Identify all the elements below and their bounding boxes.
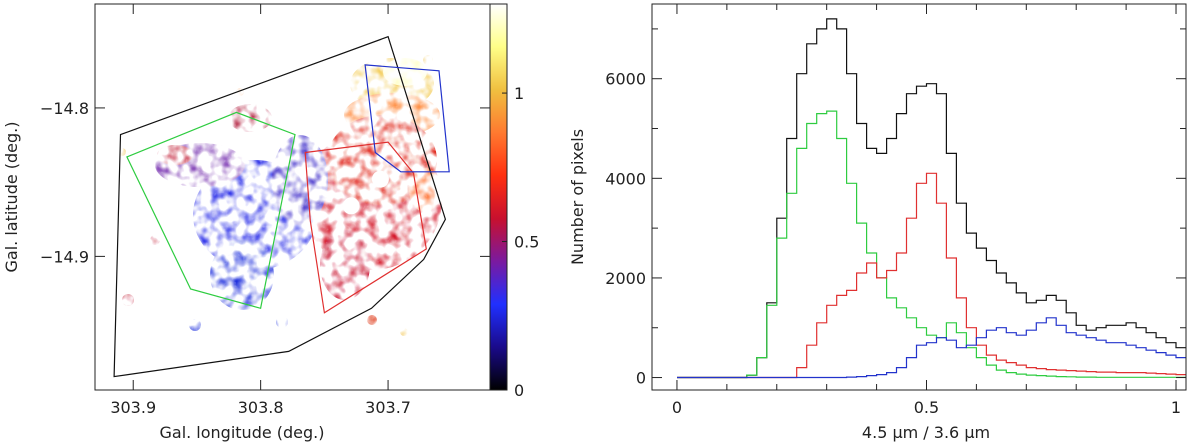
masked-sources (342, 170, 389, 215)
histogram-x-tick-label: 1 (1171, 398, 1181, 417)
map-y-ticks: −14.8 −14.9 (40, 99, 490, 266)
map-x-tick-label: 303.9 (110, 398, 156, 417)
region-outline-1 (126, 111, 296, 310)
map-x-tick-label: 303.7 (365, 398, 411, 417)
histogram-series-1 (677, 110, 1186, 379)
region-outline-3 (364, 64, 450, 173)
histogram-x-axis-label: 4.5 μm / 3.6 μm (862, 423, 990, 442)
colorbar-tick-label: 0.5 (514, 233, 539, 252)
map-y-axis-label: Gal. latitude (deg.) (2, 121, 21, 272)
histogram-series-3 (677, 317, 1186, 379)
histogram-frame (651, 3, 1187, 391)
histogram-x-tick-label: 0 (672, 398, 682, 417)
map-x-tick-label: 303.8 (238, 398, 284, 417)
histogram-y-axis-label: Number of pixels (568, 129, 587, 265)
histogram-series-2 (677, 172, 1186, 379)
map-x-ticks: 303.9 303.8 303.7 (110, 4, 411, 417)
histogram-series (677, 18, 1186, 379)
colorbar-ticks: 00.51 (502, 84, 539, 400)
region-outlines (113, 35, 450, 378)
map-y-tick-label: −14.9 (40, 247, 89, 266)
histogram-y-tick-label: 6000 (605, 70, 646, 89)
map-grain (95, 4, 490, 390)
histogram-y-tick-label: 2000 (605, 269, 646, 288)
masked-source-1 (371, 170, 389, 188)
map-x-axis-label: Gal. longitude (deg.) (159, 423, 324, 442)
histogram-y-ticks: 0 2000 4000 6000 (605, 28, 1186, 388)
colorbar-tick-label: 1 (514, 84, 524, 103)
colorbar-gradient (490, 4, 507, 390)
colorbar-tick-label: 0 (514, 381, 524, 400)
colorbar-frame (489, 3, 508, 391)
map-y-tick-label: −14.8 (40, 99, 89, 118)
colorbar: 00.51 (489, 3, 539, 400)
histogram-x-tick-label: 0.5 (914, 398, 939, 417)
histogram-y-tick-label: 0 (636, 369, 646, 388)
region-outline-2 (304, 141, 427, 314)
map-panel: 303.9 303.8 303.7 −14.8 −14.9 Gal. longitud… (2, 3, 491, 442)
histogram-x-ticks: 0 0.5 1 (672, 4, 1181, 417)
histogram-series-0 (677, 18, 1186, 379)
histogram-y-tick-label: 4000 (605, 169, 646, 188)
masked-source-0 (342, 197, 360, 215)
